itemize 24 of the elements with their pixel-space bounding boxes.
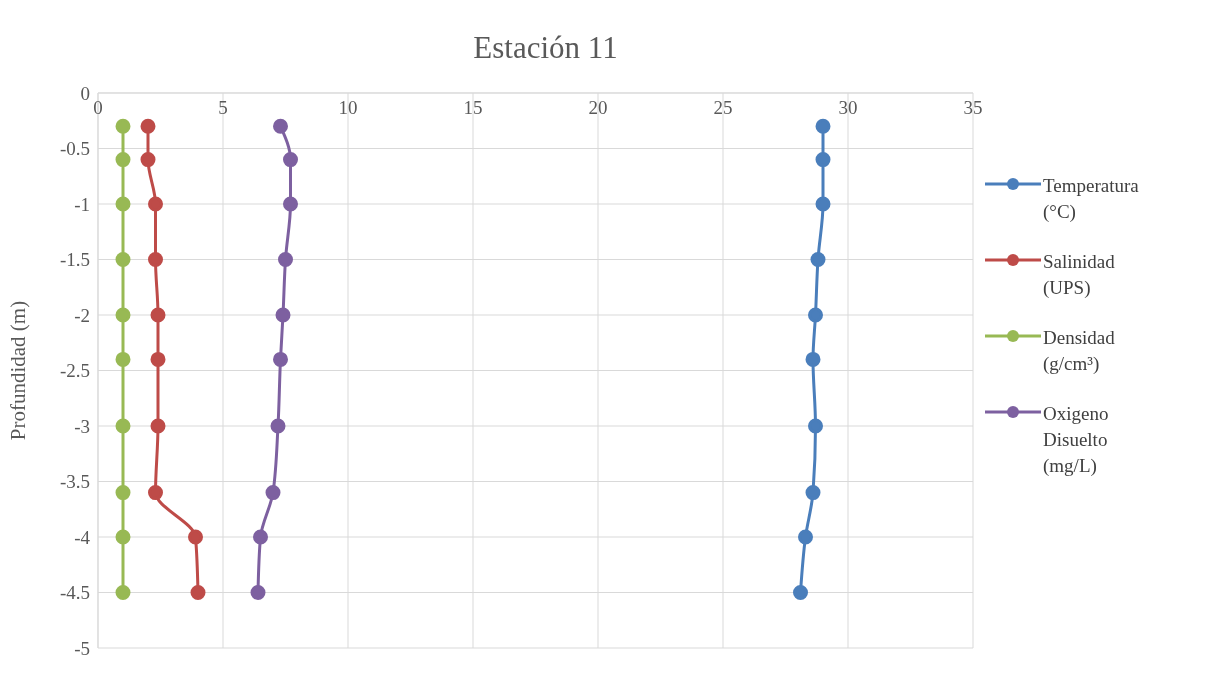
x-tick-label: 35 bbox=[963, 97, 983, 119]
y-tick-label: -0.5 bbox=[59, 138, 90, 160]
x-tick-label: 30 bbox=[838, 97, 858, 119]
y-tick-label: -5 bbox=[74, 637, 90, 659]
y-tick-label: -4.5 bbox=[59, 582, 90, 604]
x-tick-label: 10 bbox=[338, 97, 358, 119]
y-tick-label: -3 bbox=[74, 415, 90, 437]
legend-label: Oxigeno Disuelto (mg/L) bbox=[1043, 402, 1110, 478]
x-tick-label: 5 bbox=[218, 97, 228, 119]
legend-label: Densidad (g/cm³) bbox=[1043, 326, 1116, 376]
x-tick-label: 15 bbox=[463, 97, 483, 119]
y-tick-label: -1 bbox=[74, 193, 90, 215]
y-tick-label: -2 bbox=[74, 304, 90, 326]
legend-label: Temperatura (°C) bbox=[1043, 174, 1140, 224]
y-axis-title: Profundidad (m) bbox=[6, 300, 31, 441]
x-tick-label: 20 bbox=[588, 97, 608, 119]
y-tick-label: -2.5 bbox=[59, 360, 90, 382]
x-tick-label: 25 bbox=[713, 97, 733, 119]
y-tick-label: 0 bbox=[80, 82, 90, 104]
chart-title: Estación 11 bbox=[472, 30, 619, 66]
y-tick-label: -3.5 bbox=[59, 471, 90, 493]
y-tick-label: -4 bbox=[74, 526, 91, 548]
y-tick-label: -1.5 bbox=[59, 249, 90, 271]
legend-label: Salinidad (UPS) bbox=[1043, 250, 1116, 300]
